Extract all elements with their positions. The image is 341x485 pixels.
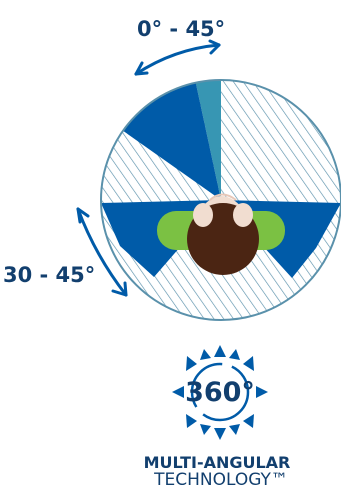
top-curved-arrow-icon xyxy=(134,39,221,76)
left-curved-arrow-icon xyxy=(76,207,128,297)
badge-subtitle: TECHNOLOGY™ xyxy=(153,470,288,485)
badge-title: MULTI-ANGULAR xyxy=(144,453,291,472)
badge-ring xyxy=(190,362,250,422)
face-detail xyxy=(209,193,237,201)
right-ear xyxy=(233,203,253,227)
badge-360: 360° MULTI-ANGULAR TECHNOLOGY™ xyxy=(144,345,291,485)
person-top-view xyxy=(157,193,285,275)
left-range-label: 30 - 45° xyxy=(3,263,95,287)
wheel-outline xyxy=(100,79,341,321)
badge-arrows-icon xyxy=(172,345,268,440)
badge-360-text: 360° xyxy=(185,377,255,408)
top-range-label: 0° - 45° xyxy=(137,17,225,41)
left-ear xyxy=(193,203,213,227)
